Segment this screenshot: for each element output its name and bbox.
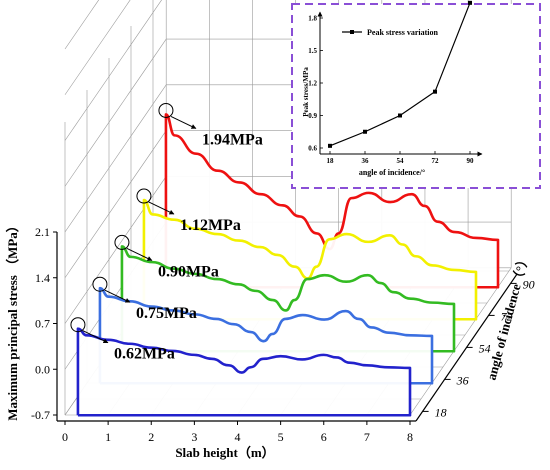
- y-tick-label: 0.0: [35, 362, 50, 376]
- tick-labels: -0.7 0.0 0.7 1.4 2.1 0 1 2 3 4 5 6 7 8 18 36 54 72 90: [31, 225, 535, 444]
- inset-series-point: [433, 89, 437, 94]
- x-tick-label: 0: [62, 430, 68, 444]
- peak-label-36: 0.75MPa: [136, 305, 197, 322]
- inset-y-tick-label: 1.2: [308, 80, 317, 88]
- peak-label-72: 1.12MPa: [180, 217, 241, 234]
- series-line-54: [120, 245, 456, 353]
- inset-y-axis-title: Peak stress/MPa: [302, 67, 310, 117]
- inset-y-tick-label: 1.8: [308, 15, 317, 23]
- x-tick-label: 5: [278, 430, 284, 444]
- depth-tick-label: 36: [456, 373, 469, 387]
- inset-x-tick-label: 54: [397, 157, 405, 165]
- x-tick-label: 2: [148, 430, 154, 444]
- series-line-72: [142, 198, 478, 321]
- left-wall-grid-line: [64, 0, 100, 50]
- peak-arrow-90: [170, 116, 197, 129]
- left-wall-grid-line: [64, 38, 167, 187]
- left-wall-grid-line: [64, 0, 162, 141]
- inset-series-point: [398, 113, 402, 118]
- inset-series-point: [468, 0, 472, 5]
- peak-marker-54: [114, 234, 130, 250]
- series-line-36: [98, 286, 434, 385]
- depth-tick-label: 72: [501, 309, 513, 323]
- peak-label-90: 1.94MPa: [202, 131, 263, 148]
- left-wall-grid-line: [64, 130, 167, 278]
- y-axis-title: Maximum principal stress （MPa）: [5, 219, 20, 421]
- y-tick-label: -0.7: [31, 408, 50, 422]
- y-tick-label: 1.4: [35, 271, 50, 285]
- x-tick-label: 4: [235, 430, 241, 444]
- left-wall-grid-line: [64, 84, 167, 233]
- depth-tick-label: 18: [435, 405, 447, 419]
- inset-plot-area: 18 36 54 72 90 0.6 0.9 1.2 1.5 1.8: [308, 0, 483, 165]
- inset-x-axis-title: angle of incidence/°: [359, 168, 425, 177]
- x-tick-label: 1: [105, 430, 111, 444]
- x-tick-label: 6: [321, 430, 327, 444]
- inset-y-tick-label: 0.9: [308, 112, 317, 120]
- y-tick-label: 2.1: [35, 225, 50, 239]
- floor-grid-line: [409, 267, 512, 416]
- inset-x-tick-label: 18: [327, 157, 335, 165]
- series-line-18: [76, 327, 412, 417]
- peak-marker-36: [92, 276, 108, 292]
- peak-label-54: 0.90MPa: [158, 263, 219, 280]
- inset-border: [291, 3, 541, 189]
- inset-y-tick-label: 0.6: [308, 145, 317, 153]
- depth-tick-label: 54: [479, 341, 491, 355]
- x-axis-title: Slab height（m）: [175, 445, 274, 460]
- inset-chart: 18 36 54 72 90 0.6 0.9 1.2 1.5 1.8 Peak stress va…: [291, 0, 541, 189]
- x-tick-label: 8: [407, 430, 413, 444]
- left-wall-grid-line: [64, 0, 131, 95]
- y-tick-label: 0.7: [35, 317, 50, 331]
- inset-legend-marker: [350, 30, 354, 34]
- x-tick-label: 3: [191, 430, 197, 444]
- peak-arrow-18: [82, 330, 109, 344]
- inset-series-point: [363, 129, 367, 134]
- peak-marker-72: [136, 188, 152, 204]
- inset-y-tick-label: 1.5: [308, 47, 317, 55]
- inset-legend-label: Peak stress variation: [367, 28, 439, 37]
- inset-x-tick-label: 90: [467, 157, 475, 165]
- inset-x-tick-label: 72: [432, 157, 440, 165]
- series-18: 0.62MPa: [70, 317, 412, 417]
- inset-x-tick-label: 36: [362, 157, 370, 165]
- peak-label-18: 0.62MPa: [114, 346, 175, 363]
- series-layer: 1.94MPa 1.12MPa 0.90MPa 0.75MPa 0.62MPa: [70, 102, 500, 417]
- peak-marker-18: [70, 317, 86, 333]
- peak-arrow-36: [104, 289, 131, 303]
- peak-marker-90: [158, 102, 174, 118]
- inset-series-point: [328, 143, 332, 148]
- x-tick-label: 7: [364, 430, 370, 444]
- depth-tick-label: 90: [523, 277, 535, 291]
- peak-arrow-54: [126, 247, 153, 261]
- peak-arrow-72: [148, 201, 175, 215]
